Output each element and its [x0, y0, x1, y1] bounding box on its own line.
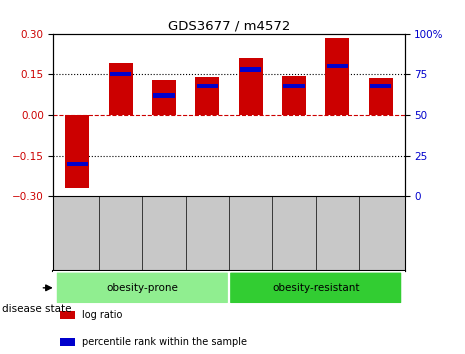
Bar: [282, 76, 306, 115]
Bar: [66, 115, 89, 188]
Bar: [195, 77, 219, 115]
Bar: [239, 58, 263, 115]
Text: obesity-prone: obesity-prone: [106, 283, 178, 293]
Text: disease state: disease state: [2, 304, 72, 314]
Bar: [60, 311, 74, 320]
Bar: [240, 67, 261, 72]
Title: GDS3677 / m4572: GDS3677 / m4572: [168, 19, 290, 33]
Text: percentile rank within the sample: percentile rank within the sample: [81, 337, 246, 347]
Bar: [283, 84, 305, 88]
Bar: [110, 72, 132, 76]
Bar: [370, 84, 392, 88]
FancyBboxPatch shape: [229, 272, 402, 304]
Text: log ratio: log ratio: [81, 310, 122, 320]
Bar: [369, 78, 392, 115]
Bar: [197, 84, 218, 88]
Bar: [109, 63, 133, 115]
Bar: [153, 93, 175, 98]
Bar: [60, 337, 74, 346]
Bar: [326, 64, 348, 68]
Bar: [66, 162, 88, 166]
FancyBboxPatch shape: [56, 272, 229, 304]
Bar: [326, 38, 349, 115]
Text: obesity-resistant: obesity-resistant: [272, 283, 359, 293]
Bar: [152, 80, 176, 115]
